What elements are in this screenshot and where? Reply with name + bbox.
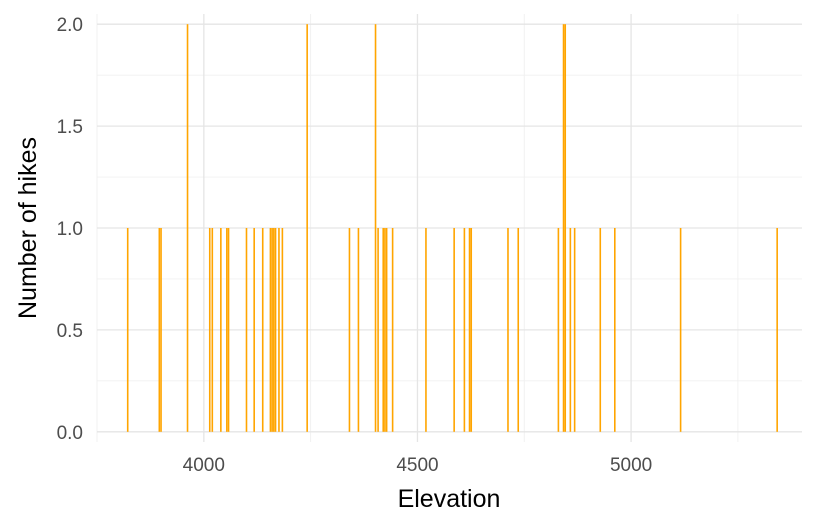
histogram-bar: [507, 228, 509, 432]
histogram-bar: [357, 228, 360, 432]
histogram-bar: [391, 228, 394, 432]
histogram-bar: [425, 228, 427, 432]
histogram-bar: [220, 228, 222, 432]
histogram-bar: [211, 228, 214, 432]
histogram-bar: [384, 228, 386, 432]
histogram-bar: [208, 228, 211, 432]
x-axis-ticks: 4000 4500 5000: [183, 455, 653, 476]
x-tick-label: 4000: [183, 455, 225, 476]
histogram-bar: [269, 228, 272, 432]
histogram-bar: [245, 228, 248, 432]
histogram-bar: [382, 228, 385, 432]
histogram-bar: [271, 228, 273, 432]
histogram-bar: [679, 228, 682, 432]
y-tick-label: 0.5: [57, 321, 83, 342]
histogram-bar: [273, 228, 275, 432]
histogram-bar: [385, 228, 388, 432]
histogram-bar: [281, 228, 284, 432]
histogram-bar: [374, 24, 377, 432]
x-axis-title: Elevation: [398, 485, 501, 513]
histogram-bar: [599, 228, 602, 432]
histogram-bar: [186, 24, 189, 432]
histogram-bar: [348, 228, 351, 432]
histogram-bar: [463, 228, 466, 432]
histogram-bar: [158, 228, 161, 432]
histogram-bar: [377, 228, 379, 432]
y-tick-label: 2.0: [57, 15, 83, 36]
y-axis-ticks: 0.0 0.5 1.0 1.5 2.0: [57, 15, 83, 444]
histogram-bar: [126, 228, 129, 432]
y-tick-label: 0.0: [57, 423, 83, 444]
x-tick-label: 4500: [396, 455, 438, 476]
histogram-bar: [306, 24, 308, 432]
histogram-bar: [468, 228, 471, 432]
histogram-bar: [776, 228, 778, 432]
histogram-bar: [614, 228, 616, 432]
histogram-bar: [562, 24, 565, 432]
histogram-bar: [261, 228, 264, 432]
y-tick-label: 1.5: [57, 117, 83, 138]
histogram-bar: [278, 228, 280, 432]
histogram-bar: [470, 228, 473, 432]
grid: [96, 14, 802, 442]
histogram-bar: [253, 228, 255, 432]
histogram-bar: [160, 228, 162, 432]
bars: [126, 24, 778, 432]
y-tick-label: 1.0: [57, 219, 83, 240]
y-axis-title: Number of hikes: [14, 137, 42, 319]
histogram-bar: [227, 228, 230, 432]
histogram-bar: [226, 228, 228, 432]
histogram-bar: [569, 228, 572, 432]
histogram-bar: [557, 228, 560, 432]
histogram-bar: [564, 24, 567, 432]
histogram-bar: [573, 228, 576, 432]
histogram-bar: [453, 228, 455, 432]
histogram-bar: [517, 228, 520, 432]
x-tick-label: 5000: [610, 455, 652, 476]
histogram-bar: [274, 228, 277, 432]
